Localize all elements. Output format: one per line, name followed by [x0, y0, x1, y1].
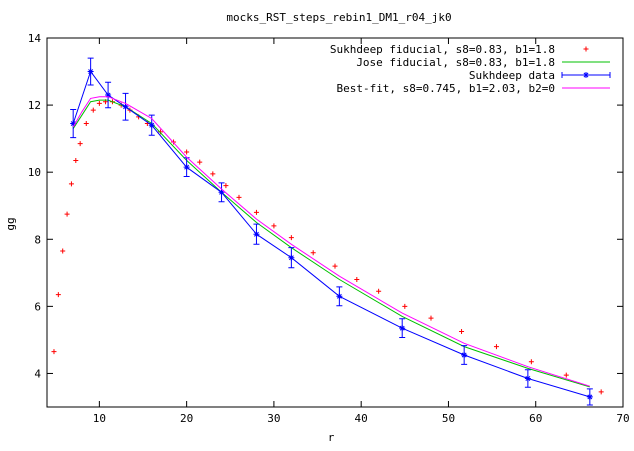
data-point — [493, 344, 499, 350]
legend-swatch — [583, 46, 589, 52]
data-point — [459, 329, 465, 335]
data-point — [288, 235, 294, 241]
y-tick-label: 4 — [34, 367, 41, 380]
data-point — [70, 120, 77, 127]
legend-label: Best-fit, s8=0.745, b1=2.03, b2=0 — [336, 82, 555, 95]
data-point — [332, 263, 338, 269]
data-point — [157, 129, 163, 135]
data-point — [197, 159, 203, 165]
series-line — [72, 99, 590, 388]
series-layer — [51, 57, 604, 406]
y-tick-label: 10 — [28, 166, 41, 179]
data-point — [253, 209, 259, 215]
axis-ticks: 10 20 30 40 50 60 70 4 6 8 10 12 14 — [28, 32, 630, 425]
data-point — [105, 92, 112, 99]
data-point — [218, 189, 225, 196]
legend-label: Sukhdeep fiducial, s8=0.83, b1=1.8 — [330, 43, 555, 56]
series-3 — [70, 57, 593, 406]
data-point — [598, 389, 604, 395]
data-point — [51, 349, 57, 355]
plot-area — [46, 37, 624, 408]
data-point — [184, 149, 190, 155]
y-tick-label: 12 — [28, 99, 41, 112]
data-point — [55, 292, 61, 298]
data-point — [60, 248, 66, 254]
x-tick-label: 30 — [267, 412, 280, 425]
data-point — [77, 141, 83, 147]
series-line — [72, 70, 590, 398]
legend-swatch-caps — [561, 72, 611, 78]
data-point — [376, 288, 382, 294]
series-1 — [51, 99, 604, 395]
x-tick-label: 70 — [616, 412, 629, 425]
data-point — [563, 372, 569, 378]
data-point — [148, 122, 155, 129]
x-tick-label: 20 — [180, 412, 193, 425]
x-tick-label: 10 — [93, 412, 106, 425]
data-point — [310, 250, 316, 256]
legend-item-3: Sukhdeep data — [469, 69, 611, 82]
data-point — [461, 352, 468, 359]
data-point — [399, 325, 406, 332]
data-point — [122, 103, 129, 110]
data-point — [288, 254, 295, 261]
data-point — [83, 121, 89, 127]
y-tick-label: 6 — [34, 300, 41, 313]
y-axis-label: gg — [4, 217, 17, 230]
data-point — [336, 293, 343, 300]
data-point — [68, 181, 74, 187]
x-tick-label: 40 — [355, 412, 368, 425]
y-tick-label: 8 — [34, 233, 41, 246]
legend-swatch-marker — [583, 72, 589, 78]
y-tick-label: 14 — [28, 32, 42, 45]
data-point — [210, 171, 216, 177]
data-point — [64, 211, 70, 217]
data-point — [73, 157, 79, 163]
data-point — [87, 68, 94, 75]
data-point — [586, 393, 593, 400]
legend-item-4: Best-fit, s8=0.745, b1=2.03, b2=0 — [336, 82, 610, 95]
data-point — [96, 100, 102, 106]
data-point — [428, 315, 434, 321]
x-tick-label: 60 — [529, 412, 542, 425]
series-2 — [72, 99, 590, 388]
series-4 — [72, 96, 590, 387]
chart-title: mocks_RST_steps_rebin1_DM1_r04_jk0 — [226, 11, 451, 24]
legend-item-1: Sukhdeep fiducial, s8=0.83, b1=1.8 — [330, 43, 589, 56]
data-point — [183, 164, 190, 171]
data-point — [236, 194, 242, 200]
legend-item-2: Jose fiducial, s8=0.83, b1=1.8 — [356, 56, 610, 69]
legend-label: Sukhdeep data — [469, 69, 555, 82]
data-point — [524, 375, 531, 382]
x-tick-label: 50 — [442, 412, 455, 425]
x-axis-label: r — [328, 431, 335, 444]
data-point — [271, 223, 277, 229]
data-point — [528, 359, 534, 365]
series-line — [72, 96, 590, 387]
data-point — [223, 183, 229, 189]
data-point — [354, 277, 360, 283]
data-point — [402, 303, 408, 309]
data-point — [90, 107, 96, 113]
legend-label: Jose fiducial, s8=0.83, b1=1.8 — [356, 56, 555, 69]
data-point — [253, 231, 260, 238]
